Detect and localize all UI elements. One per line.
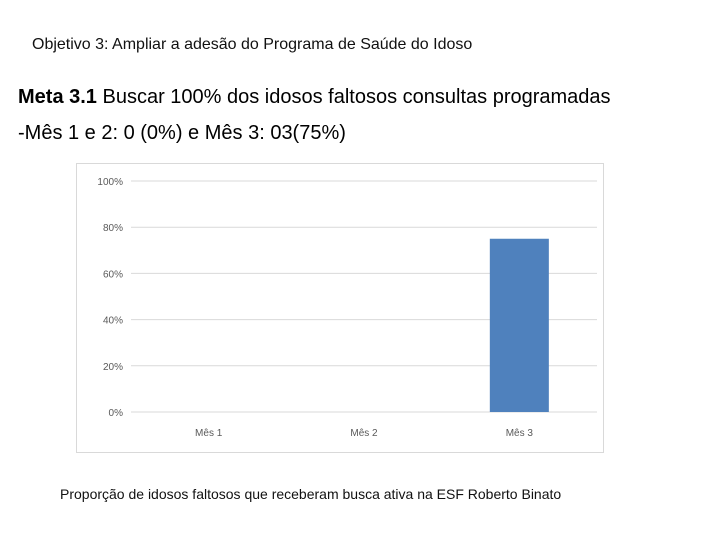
y-tick-label: 60% [103, 269, 123, 280]
y-tick-label: 0% [109, 408, 124, 419]
y-tick-label: 40% [103, 316, 123, 327]
meta-heading: Meta 3.1 Buscar 100% dos idosos faltosos… [18, 86, 611, 109]
y-tick-label: 100% [97, 177, 123, 188]
meta-text: Buscar 100% dos idosos faltosos consulta… [96, 86, 611, 108]
chart-caption: Proporção de idosos faltosos que receber… [60, 486, 562, 502]
meta-results-summary: -Mês 1 e 2: 0 (0%) e Mês 3: 03(75%) [18, 122, 346, 144]
y-tick-label: 20% [103, 362, 123, 373]
bar [489, 238, 549, 412]
y-tick-label: 80% [103, 223, 123, 234]
chart-canvas: 0% 20% 40% 60% 80% 100% Mês 1 Mês 2 Mês 3 [97, 177, 597, 439]
x-tick-label: Mês 2 [350, 428, 378, 439]
x-tick-label: Mês 3 [506, 428, 534, 439]
bar-chart: 0% 20% 40% 60% 80% 100% Mês 1 Mês 2 Mês 3 [76, 163, 604, 453]
objective-title: Objetivo 3: Ampliar a adesão do Programa… [32, 36, 473, 53]
x-tick-label: Mês 1 [195, 428, 223, 439]
meta-label: Meta 3.1 [18, 86, 97, 108]
